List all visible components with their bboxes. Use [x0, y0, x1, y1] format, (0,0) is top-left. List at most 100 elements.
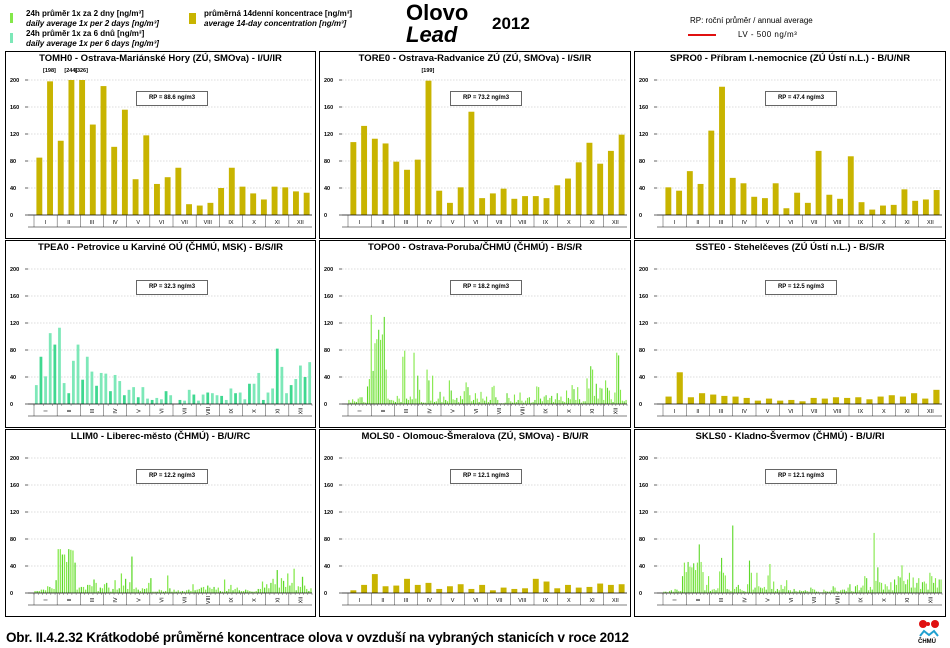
bar: [40, 589, 42, 594]
bar: [623, 401, 625, 404]
bar: [810, 397, 817, 404]
bar: [393, 161, 400, 215]
bar: [618, 355, 620, 404]
bar: [895, 584, 897, 593]
x-tick-label: III: [404, 408, 410, 413]
bar: [87, 584, 89, 593]
bar: [802, 590, 804, 593]
bar: [387, 398, 389, 404]
bar: [38, 590, 40, 593]
bar: [198, 588, 200, 593]
chart-title: TOPO0 - Ostrava-Poruba/ČHMÚ (ČHMÚ) - B/S…: [367, 242, 583, 253]
bar: [177, 590, 179, 593]
x-tick-label: I: [359, 598, 361, 604]
bar: [224, 399, 228, 404]
bar: [432, 375, 434, 404]
bar: [867, 590, 870, 593]
x-tick-label: VIII: [835, 595, 841, 604]
clipped-value-annotation: [198]: [43, 68, 56, 74]
bar: [709, 590, 711, 593]
figure-caption: Obr. II.4.2.32 Krátkodobé průměrné konce…: [6, 630, 629, 645]
bar: [832, 397, 840, 404]
bar: [255, 590, 257, 593]
bar: [439, 391, 441, 404]
bar: [487, 401, 489, 404]
bar: [797, 591, 799, 593]
bar: [500, 587, 507, 593]
x-tick-label: XII: [298, 407, 304, 414]
bar: [248, 383, 251, 404]
bar: [310, 588, 312, 593]
bar: [113, 374, 117, 404]
x-tick-label: VII: [183, 407, 189, 414]
x-tick-label: IV: [427, 220, 433, 226]
x-tick-label: XII: [927, 409, 934, 415]
bar: [409, 396, 411, 404]
bar: [676, 190, 683, 215]
bar: [361, 584, 368, 593]
bar: [799, 590, 801, 593]
x-tick-label: II: [381, 220, 385, 226]
bar: [143, 588, 146, 593]
y-tick-label: 40: [324, 564, 330, 570]
bar: [194, 590, 196, 593]
bar: [486, 396, 488, 404]
bar: [202, 586, 205, 593]
bar: [278, 587, 280, 593]
legend-avg14: průměrná 14denní koncentrace [ng/m³] ave…: [204, 9, 352, 29]
bar: [293, 191, 299, 216]
bar: [745, 591, 747, 593]
bar: [787, 590, 790, 593]
x-tick-label: IX: [543, 220, 549, 226]
bar: [118, 381, 122, 404]
bar: [547, 399, 549, 404]
bar: [441, 401, 443, 404]
bar: [743, 397, 750, 404]
x-tick-label: I: [674, 409, 676, 415]
bar: [938, 579, 940, 593]
bar: [625, 399, 627, 404]
y-tick-label: 80: [324, 537, 330, 543]
bar: [601, 388, 603, 404]
bar: [374, 343, 376, 404]
chart-panel: MOLS0 - Olomouc-Šmeralova (ZÚ, SMOva) - …: [319, 429, 631, 617]
bar: [512, 402, 514, 404]
bar: [84, 589, 87, 594]
bar: [291, 582, 293, 594]
x-tick-label: XI: [905, 220, 911, 226]
bar: [165, 590, 167, 593]
bar: [789, 590, 791, 593]
bar: [467, 387, 469, 405]
x-tick-label: VII: [183, 596, 189, 603]
bar: [732, 525, 734, 593]
x-tick-label: X: [882, 598, 888, 602]
x-tick-label: XI: [275, 408, 281, 414]
bar: [461, 399, 463, 404]
bar: [573, 389, 575, 404]
bar: [847, 587, 849, 593]
x-tick-label: XI: [590, 598, 596, 604]
bar: [899, 396, 907, 404]
legend-swatch-daily6: [10, 33, 13, 43]
bar: [289, 585, 291, 593]
bar: [299, 586, 302, 593]
bar: [508, 397, 510, 404]
y-tick-label: 80: [324, 159, 330, 165]
bar: [99, 587, 101, 593]
bar: [933, 190, 940, 215]
bar: [245, 589, 247, 594]
chart-title: LLIM0 - Liberec-město (ČHMÚ) - B/U/RC: [70, 431, 251, 442]
bar: [689, 566, 691, 593]
bar: [68, 549, 70, 594]
bar: [82, 586, 85, 593]
bar: [274, 584, 276, 593]
bar: [261, 581, 264, 593]
bar: [934, 578, 937, 593]
bar: [36, 157, 43, 216]
bar: [99, 372, 103, 404]
x-tick-label: VI: [473, 220, 479, 226]
bar: [830, 590, 832, 593]
legend-swatch-daily2: [10, 13, 13, 23]
bar: [110, 591, 112, 593]
